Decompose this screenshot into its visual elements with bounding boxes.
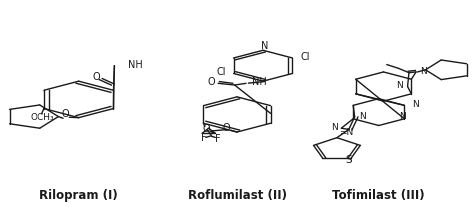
Text: O: O xyxy=(62,110,69,119)
Text: Tofimilast (III): Tofimilast (III) xyxy=(332,189,425,202)
Text: F: F xyxy=(201,133,207,143)
Text: =N: =N xyxy=(339,128,354,137)
Text: N: N xyxy=(399,112,405,121)
Text: O: O xyxy=(223,123,230,133)
Text: Roflumilast (II): Roflumilast (II) xyxy=(188,189,286,202)
Text: Cl: Cl xyxy=(301,52,310,62)
Text: O: O xyxy=(207,77,215,87)
Text: O: O xyxy=(92,72,100,82)
Text: NH: NH xyxy=(252,78,267,87)
Text: Cl: Cl xyxy=(217,67,226,77)
Text: NH: NH xyxy=(128,60,142,70)
Text: OCH₃: OCH₃ xyxy=(30,113,54,122)
Text: N: N xyxy=(397,81,403,90)
Text: N: N xyxy=(359,112,365,121)
Text: N: N xyxy=(331,123,338,132)
Text: S: S xyxy=(346,155,352,165)
Text: N: N xyxy=(261,41,268,51)
Text: N: N xyxy=(412,100,419,109)
Text: F: F xyxy=(215,134,221,144)
Text: O: O xyxy=(203,124,210,134)
Text: N: N xyxy=(420,67,427,76)
Text: Rilopram (I): Rilopram (I) xyxy=(39,189,118,202)
